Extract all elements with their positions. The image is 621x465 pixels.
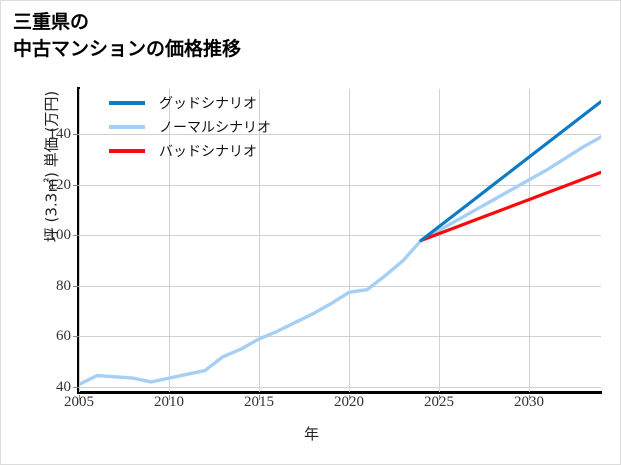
gridline-horizontal (79, 185, 601, 186)
gridline-horizontal (79, 235, 601, 236)
gridline-vertical (439, 89, 440, 392)
legend-swatch-icon (109, 149, 145, 153)
y-tick-label: 60 (56, 328, 71, 345)
gridline-horizontal (79, 286, 601, 287)
series-line-bad (419, 170, 603, 243)
legend-swatch-icon (109, 125, 145, 129)
y-axis-spine (77, 87, 80, 394)
x-tick-mark (169, 395, 170, 400)
x-tick-mark (259, 395, 260, 400)
gridline-vertical (79, 89, 80, 392)
x-axis-spine (77, 391, 602, 394)
legend-item[interactable]: グッドシナリオ (109, 91, 339, 115)
gridline-vertical (169, 89, 170, 392)
y-tick-label: 100 (48, 227, 72, 244)
series-svg (77, 100, 603, 387)
x-tick-label: 2015 (244, 394, 274, 410)
chart-title: 三重県の 中古マンションの価格推移 (13, 9, 593, 63)
y-tick-label: 40 (56, 378, 71, 395)
legend-swatch-icon (109, 101, 145, 105)
y-tick-mark (73, 235, 79, 236)
legend-label: バッドシナリオ (159, 144, 257, 160)
gridline-horizontal (79, 387, 601, 388)
x-tick-mark (79, 395, 80, 400)
gridline-vertical (349, 89, 350, 392)
legend-label: グッドシナリオ (159, 96, 257, 112)
x-tick-label: 2010 (154, 394, 184, 410)
y-tick-label: 80 (56, 277, 71, 294)
y-tick-label: 140 (48, 126, 72, 143)
x-tick-label: 2030 (514, 394, 544, 410)
x-tick-mark (349, 395, 350, 400)
gridline-vertical (529, 89, 530, 392)
y-tick-mark (73, 286, 79, 287)
series-line-good (419, 100, 603, 243)
x-tick-label: 2025 (424, 394, 454, 410)
y-tick-mark (73, 336, 79, 337)
gridline-horizontal (79, 134, 601, 135)
y-tick-mark (73, 134, 79, 135)
legend-item[interactable]: ノーマルシナリオ (109, 115, 339, 139)
series-line-normal (77, 135, 603, 387)
y-tick-label: 120 (48, 176, 72, 193)
y-axis-label: 坪 (3.3㎡) 単価 (万円) (42, 90, 61, 243)
x-tick-label: 2005 (64, 394, 94, 410)
y-tick-mark (73, 387, 79, 388)
legend-label: ノーマルシナリオ (159, 120, 271, 136)
chart-legend: グッドシナリオ ノーマルシナリオ バッドシナリオ (109, 91, 339, 163)
gridline-vertical (259, 89, 260, 392)
gridline-horizontal (79, 336, 601, 337)
series-lines (77, 89, 603, 392)
x-tick-mark (439, 395, 440, 400)
chart-title-text: 三重県の 中古マンションの価格推移 (13, 11, 242, 60)
plot-area (77, 89, 603, 392)
legend-item[interactable]: バッドシナリオ (109, 139, 339, 163)
x-tick-mark (529, 395, 530, 400)
x-axis-label: 年 (303, 425, 319, 443)
y-tick-mark (73, 185, 79, 186)
x-tick-label: 2020 (334, 394, 364, 410)
